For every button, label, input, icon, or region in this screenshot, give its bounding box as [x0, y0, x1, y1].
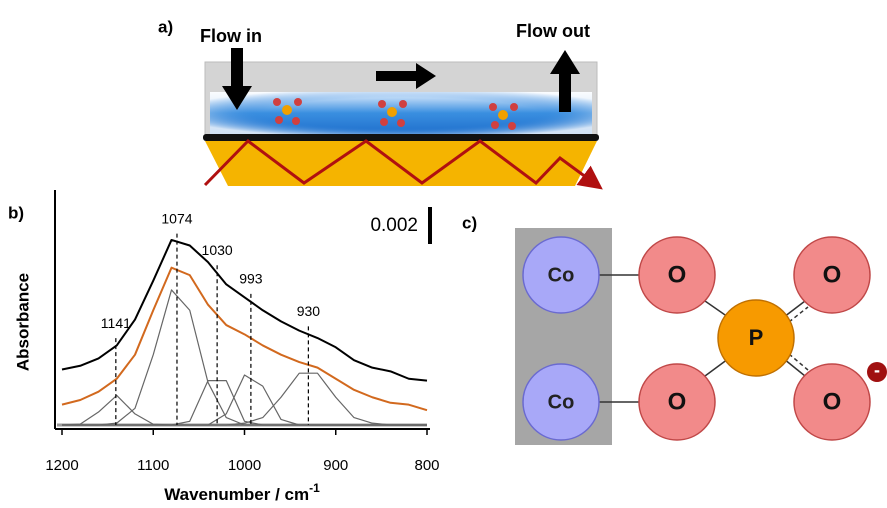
flow-cell-diagram: a) Flow in Flow out: [158, 17, 599, 186]
peak-label: 1030: [202, 242, 233, 258]
flow-out-label: Flow out: [516, 21, 590, 41]
spectrum-line: [62, 375, 427, 425]
panel-label: c): [462, 213, 477, 232]
atom-label: O: [823, 261, 842, 288]
atom-label: O: [668, 388, 687, 415]
atom-label: O: [668, 261, 687, 288]
spectrum-line: [62, 268, 427, 410]
spectrum-line: [62, 373, 427, 425]
x-tick-label: 1200: [45, 457, 78, 474]
peak-label: 1141: [101, 315, 131, 331]
spectrum-line: [62, 290, 427, 425]
atom-label: O: [823, 388, 842, 415]
peak-label: 1074: [161, 210, 192, 226]
x-tick-label: 900: [323, 457, 348, 474]
panel-label: b): [8, 203, 24, 222]
flow-in-label: Flow in: [200, 26, 262, 46]
atom-label: Co: [548, 391, 575, 413]
peak-label: 993: [239, 271, 263, 287]
spectrum-chart: b) Absorbance Wavenumber / cm-1 1200 1100…: [8, 190, 440, 504]
x-axis-title-text: Wavenumber / cm: [164, 485, 309, 504]
y-axis-title: Absorbance: [13, 273, 32, 371]
film: [203, 134, 599, 141]
atom-label: P: [749, 325, 764, 350]
peak-label: 930: [297, 303, 321, 319]
spectrum-line: [62, 381, 427, 425]
x-tick-label: 800: [414, 457, 439, 474]
x-tick-label: 1100: [137, 457, 169, 474]
spectrum-line: [62, 240, 427, 381]
x-axis-title-superscript: -1: [309, 481, 320, 495]
charge-label: -: [874, 360, 880, 380]
binding-diagram: c) Co Co O O O O P -: [462, 213, 887, 445]
atom-label: Co: [548, 264, 575, 286]
x-tick-label: 1000: [228, 457, 261, 474]
panel-label: a): [158, 17, 173, 36]
solution-glow: [210, 92, 592, 134]
figure: a) Flow in Flow out b) Absorbance Wavenu…: [0, 0, 887, 508]
scale-bar-label: 0.002: [370, 215, 418, 236]
x-axis-title: Wavenumber / cm-1: [164, 481, 320, 504]
